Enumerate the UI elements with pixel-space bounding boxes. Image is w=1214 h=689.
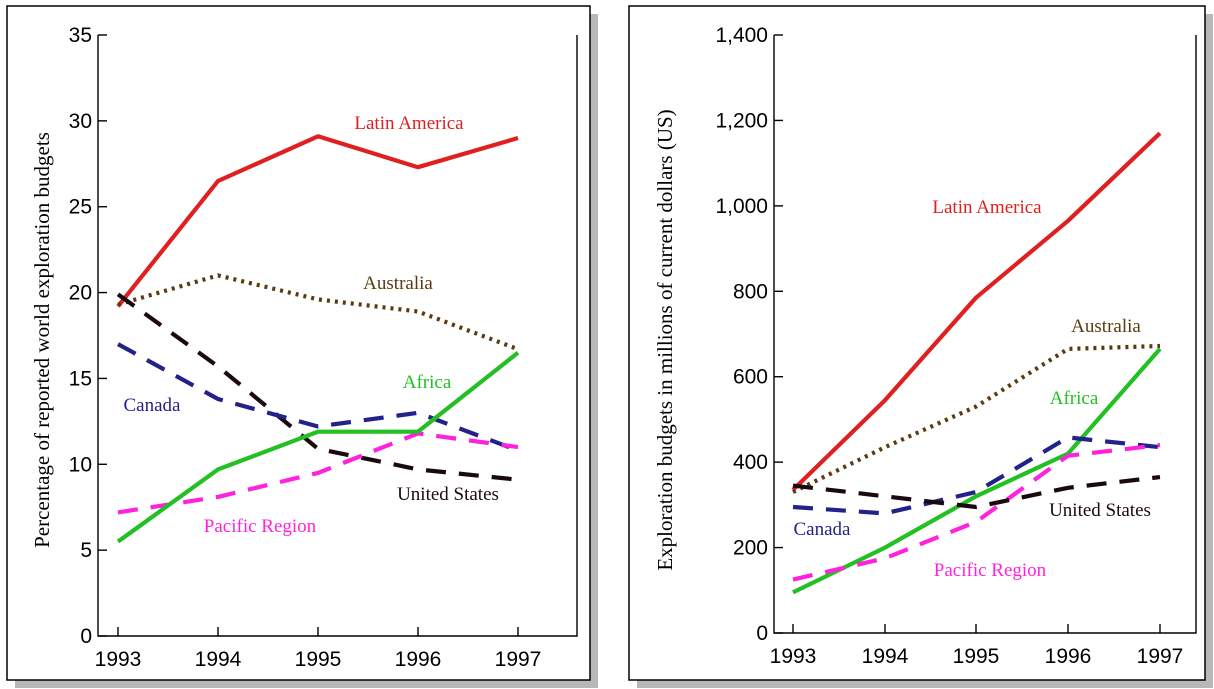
- right-x-tick-label: 1994: [862, 645, 909, 668]
- left-y-axis-title: Percentage of reported world exploration…: [30, 132, 54, 548]
- right-y-axis-title: Exploration budgets in millions of curre…: [653, 109, 677, 570]
- left-x-tick-label: 1993: [95, 648, 142, 671]
- right-y-tick-label: 0: [756, 622, 768, 645]
- left-series-line-pacific-region: [117, 431, 519, 515]
- left-y-tick-label: 15: [69, 367, 92, 390]
- left-axis-frame: [97, 35, 578, 637]
- left-panel-frame: [6, 5, 591, 681]
- left-y-tick-label: 0: [80, 625, 92, 648]
- left-x-tick-label: 1997: [495, 648, 542, 671]
- right-x-tick-label: 1997: [1137, 645, 1184, 668]
- left-series-line-africa: [116, 351, 520, 544]
- left-series-label-united-states: United States: [397, 484, 499, 505]
- right-y-tick-label: 600: [733, 366, 768, 389]
- left-series-label-latin-america: Latin America: [354, 113, 464, 134]
- left-x-tick-label: 1996: [395, 648, 442, 671]
- left-y-tick-label: 30: [69, 110, 92, 133]
- right-y-tick-label: 400: [733, 451, 768, 474]
- right-y-tick-label: 800: [733, 280, 768, 303]
- left-series-line-latin-america: [116, 134, 519, 308]
- left-y-tick-label: 5: [80, 539, 92, 562]
- right-series-labels: Latin America Australia Africa Canada Pacifi…: [794, 197, 1151, 581]
- left-series-group: [116, 134, 520, 544]
- right-series-label-united-states: United States: [1049, 500, 1151, 521]
- left-axes: 0 5 10 15 20 25 30 35 1993 1994 1995 1996 1997: [69, 24, 578, 671]
- right-x-tick-label: 1993: [770, 645, 817, 668]
- right-axes: 0 200 400 600 800 1,000 1,200 1,400 1993 1994 1995…: [715, 24, 1197, 668]
- right-y-tick-label: 1,200: [715, 109, 768, 132]
- right-series-label-canada: Canada: [794, 519, 852, 540]
- right-series-line-africa: [792, 347, 1162, 595]
- right-y-tick-label: 1,000: [715, 195, 768, 218]
- right-x-tick-label: 1996: [1045, 645, 1092, 668]
- right-series-line-pacific-region: [792, 443, 1161, 582]
- right-y-tick-label: 200: [733, 537, 768, 560]
- right-series-label-africa: Africa: [1050, 388, 1099, 409]
- right-panel-frame: [628, 5, 1206, 681]
- left-y-tick-label: 35: [69, 24, 92, 47]
- left-x-tick-label: 1995: [295, 648, 342, 671]
- right-series-line-australia: [792, 343, 1161, 494]
- right-series-group: [791, 131, 1162, 595]
- left-y-tick-label: 10: [69, 453, 92, 476]
- left-series-line-united-states: [116, 292, 519, 482]
- left-x-tick-label: 1994: [195, 648, 242, 671]
- left-chart-panel: 0 5 10 15 20 25 30 35 1993 1994 1995 1996 1997 Latin…: [6, 5, 598, 688]
- left-series-label-africa: Africa: [403, 372, 452, 393]
- right-axis-frame: [773, 35, 1197, 634]
- left-series-label-pacific-region: Pacific Region: [204, 516, 317, 537]
- left-series-label-canada: Canada: [124, 395, 182, 416]
- left-series-label-australia: Australia: [363, 273, 433, 294]
- right-chart-panel: 0 200 400 600 800 1,000 1,200 1,400 1993 1994 1995…: [628, 5, 1213, 688]
- left-y-tick-label: 20: [69, 282, 92, 305]
- right-x-tick-label: 1995: [953, 645, 1000, 668]
- right-series-line-latin-america: [791, 131, 1162, 492]
- right-y-tick-label: 1,400: [715, 24, 768, 47]
- right-series-line-united-states: [792, 475, 1161, 510]
- left-series-line-canada: [116, 342, 519, 453]
- right-series-label-latin-america: Latin America: [932, 197, 1042, 218]
- right-series-label-australia: Australia: [1071, 316, 1141, 337]
- left-y-tick-label: 25: [69, 196, 92, 219]
- right-series-label-pacific-region: Pacific Region: [934, 560, 1047, 581]
- left-series-labels: Latin America Australia United States Canad…: [124, 113, 499, 537]
